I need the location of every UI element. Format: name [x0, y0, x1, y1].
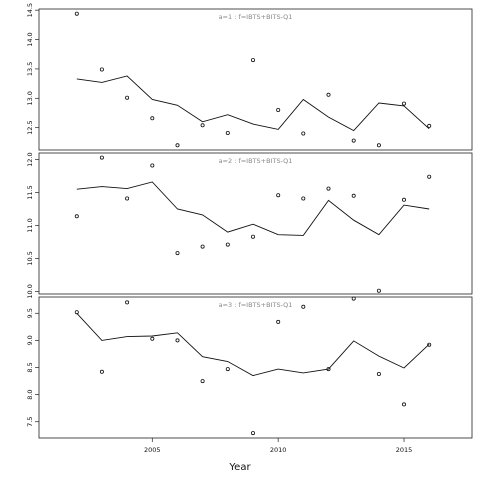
x-tick-label: 2010 [270, 446, 287, 454]
observed-point [276, 193, 281, 198]
y-tick-label: 14.0 [26, 32, 34, 46]
observed-point [175, 251, 180, 256]
observed-point [125, 300, 130, 305]
plot-frame [38, 152, 473, 295]
plot-frame [38, 8, 473, 151]
observed-point [125, 95, 130, 100]
observed-point [351, 296, 356, 301]
observed-point [250, 431, 255, 436]
observed-point [250, 234, 255, 239]
observed-point [125, 196, 130, 201]
panel-age-2: a=2 : f=IBTS+BITS-Q1 10.0 10.5 11.0 11.5 12.0 [26, 152, 473, 299]
observed-point [74, 11, 79, 16]
observed-point [376, 288, 381, 293]
observed-point [326, 367, 331, 372]
observed-point [225, 130, 230, 135]
observed-point [326, 186, 331, 191]
panel-age-3: a=3 : f=IBTS+BITS-Q1 7.5 8.0 8.5 9.0 9.5 2005 2… [26, 296, 473, 454]
fitted-line [76, 181, 430, 236]
y-tick-label: 8.0 [26, 389, 34, 399]
observed-point [200, 123, 205, 128]
observed-point [99, 67, 104, 72]
y-tick-label: 14.5 [26, 3, 34, 17]
observed-point [401, 101, 406, 106]
observed-point [427, 174, 432, 179]
x-tick-label: 2015 [396, 446, 413, 454]
observed-point [150, 336, 155, 341]
observed-point [276, 108, 281, 113]
y-tick-label: 8.5 [26, 362, 34, 372]
y-tick-label: 12.0 [26, 152, 34, 166]
observed-point [427, 342, 432, 347]
panel-title: a=3 : f=IBTS+BITS-Q1 [219, 301, 293, 309]
observed-point [74, 310, 79, 315]
observed-point [200, 244, 205, 249]
observed-point [276, 319, 281, 324]
observed-point [376, 143, 381, 148]
observed-point [200, 379, 205, 384]
observed-point [150, 163, 155, 168]
observed-point [250, 58, 255, 63]
observed-point [175, 143, 180, 148]
observed-point [351, 193, 356, 198]
x-tick-label: 2005 [144, 446, 161, 454]
observed-point [74, 214, 79, 219]
observed-point [150, 116, 155, 121]
x-axis-label: Year [228, 462, 251, 473]
observed-point [326, 92, 331, 97]
observed-point [99, 369, 104, 374]
observed-point [301, 304, 306, 309]
y-tick-label: 10.0 [26, 284, 34, 298]
y-tick-label: 11.5 [26, 185, 34, 199]
observed-point [376, 371, 381, 376]
y-tick-label: 9.0 [26, 335, 34, 345]
observed-point [401, 402, 406, 407]
panel-age-1: a=1 : f=IBTS+BITS-Q1 12.5 13.0 13.5 14.0 14.5 [26, 3, 473, 151]
y-tick-label: 11.0 [26, 218, 34, 232]
observed-point [427, 123, 432, 128]
fitted-line [76, 75, 430, 132]
y-tick-label: 7.5 [26, 417, 34, 427]
y-tick-label: 12.5 [26, 120, 34, 134]
observed-point [225, 242, 230, 247]
panel-title: a=1 : f=IBTS+BITS-Q1 [219, 13, 293, 21]
y-tick-label: 9.5 [26, 308, 34, 318]
observed-point [301, 131, 306, 136]
observed-point [175, 338, 180, 343]
y-tick-label: 13.0 [26, 91, 34, 105]
observed-point [225, 367, 230, 372]
y-tick-label: 13.5 [26, 62, 34, 76]
panel-title: a=2 : f=IBTS+BITS-Q1 [219, 157, 293, 165]
observed-point [99, 155, 104, 160]
observed-point [401, 197, 406, 202]
plot-frame [38, 296, 473, 439]
observed-point [301, 196, 306, 201]
observed-point [351, 138, 356, 143]
fitted-line [76, 312, 430, 377]
y-tick-label: 10.5 [26, 251, 34, 265]
